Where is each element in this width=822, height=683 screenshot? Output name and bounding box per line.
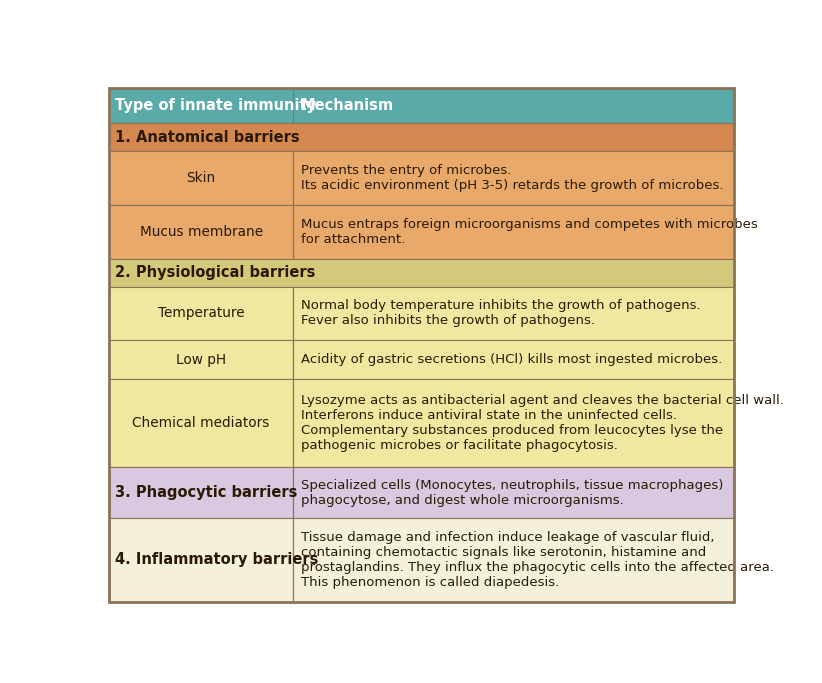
Text: 2. Physiological barriers: 2. Physiological barriers — [115, 265, 316, 280]
Bar — [109, 88, 733, 124]
Bar — [293, 467, 733, 518]
Bar — [109, 340, 293, 379]
Text: Temperature: Temperature — [158, 307, 244, 320]
Bar — [293, 340, 733, 379]
Bar — [293, 151, 733, 205]
Bar — [109, 379, 293, 467]
Text: Tissue damage and infection induce leakage of vascular fluid,
containing chemota: Tissue damage and infection induce leaka… — [301, 531, 774, 589]
Text: Skin: Skin — [187, 171, 215, 185]
Bar — [109, 124, 733, 151]
Bar — [109, 518, 293, 602]
Text: Mucus membrane: Mucus membrane — [140, 225, 263, 239]
Text: Prevents the entry of microbes.
Its acidic environment (pH 3-5) retards the grow: Prevents the entry of microbes. Its acid… — [301, 164, 723, 192]
Bar — [109, 467, 293, 518]
Text: 3. Phagocytic barriers: 3. Phagocytic barriers — [115, 486, 298, 500]
Bar — [109, 259, 733, 286]
Bar — [109, 205, 293, 259]
Text: 4. Inflammatory barriers: 4. Inflammatory barriers — [115, 553, 318, 568]
Text: Specialized cells (Monocytes, neutrophils, tissue macrophages)
phagocytose, and : Specialized cells (Monocytes, neutrophil… — [301, 479, 723, 507]
Bar — [293, 379, 733, 467]
Bar — [109, 151, 293, 205]
Bar — [293, 518, 733, 602]
Text: Mechanism: Mechanism — [301, 98, 394, 113]
Bar — [293, 205, 733, 259]
Bar — [293, 286, 733, 340]
Text: 1. Anatomical barriers: 1. Anatomical barriers — [115, 130, 300, 145]
Bar — [109, 286, 293, 340]
Text: Acidity of gastric secretions (HCl) kills most ingested microbes.: Acidity of gastric secretions (HCl) kill… — [301, 353, 723, 366]
Text: Normal body temperature inhibits the growth of pathogens.
Fever also inhibits th: Normal body temperature inhibits the gro… — [301, 299, 700, 327]
Text: Lysozyme acts as antibacterial agent and cleaves the bacterial cell wall.
Interf: Lysozyme acts as antibacterial agent and… — [301, 394, 784, 452]
Text: Chemical mediators: Chemical mediators — [132, 416, 270, 430]
Text: Type of innate immunity: Type of innate immunity — [115, 98, 316, 113]
Text: Low pH: Low pH — [176, 352, 226, 367]
Text: Mucus entraps foreign microorganisms and competes with microbes
for attachment.: Mucus entraps foreign microorganisms and… — [301, 218, 758, 246]
